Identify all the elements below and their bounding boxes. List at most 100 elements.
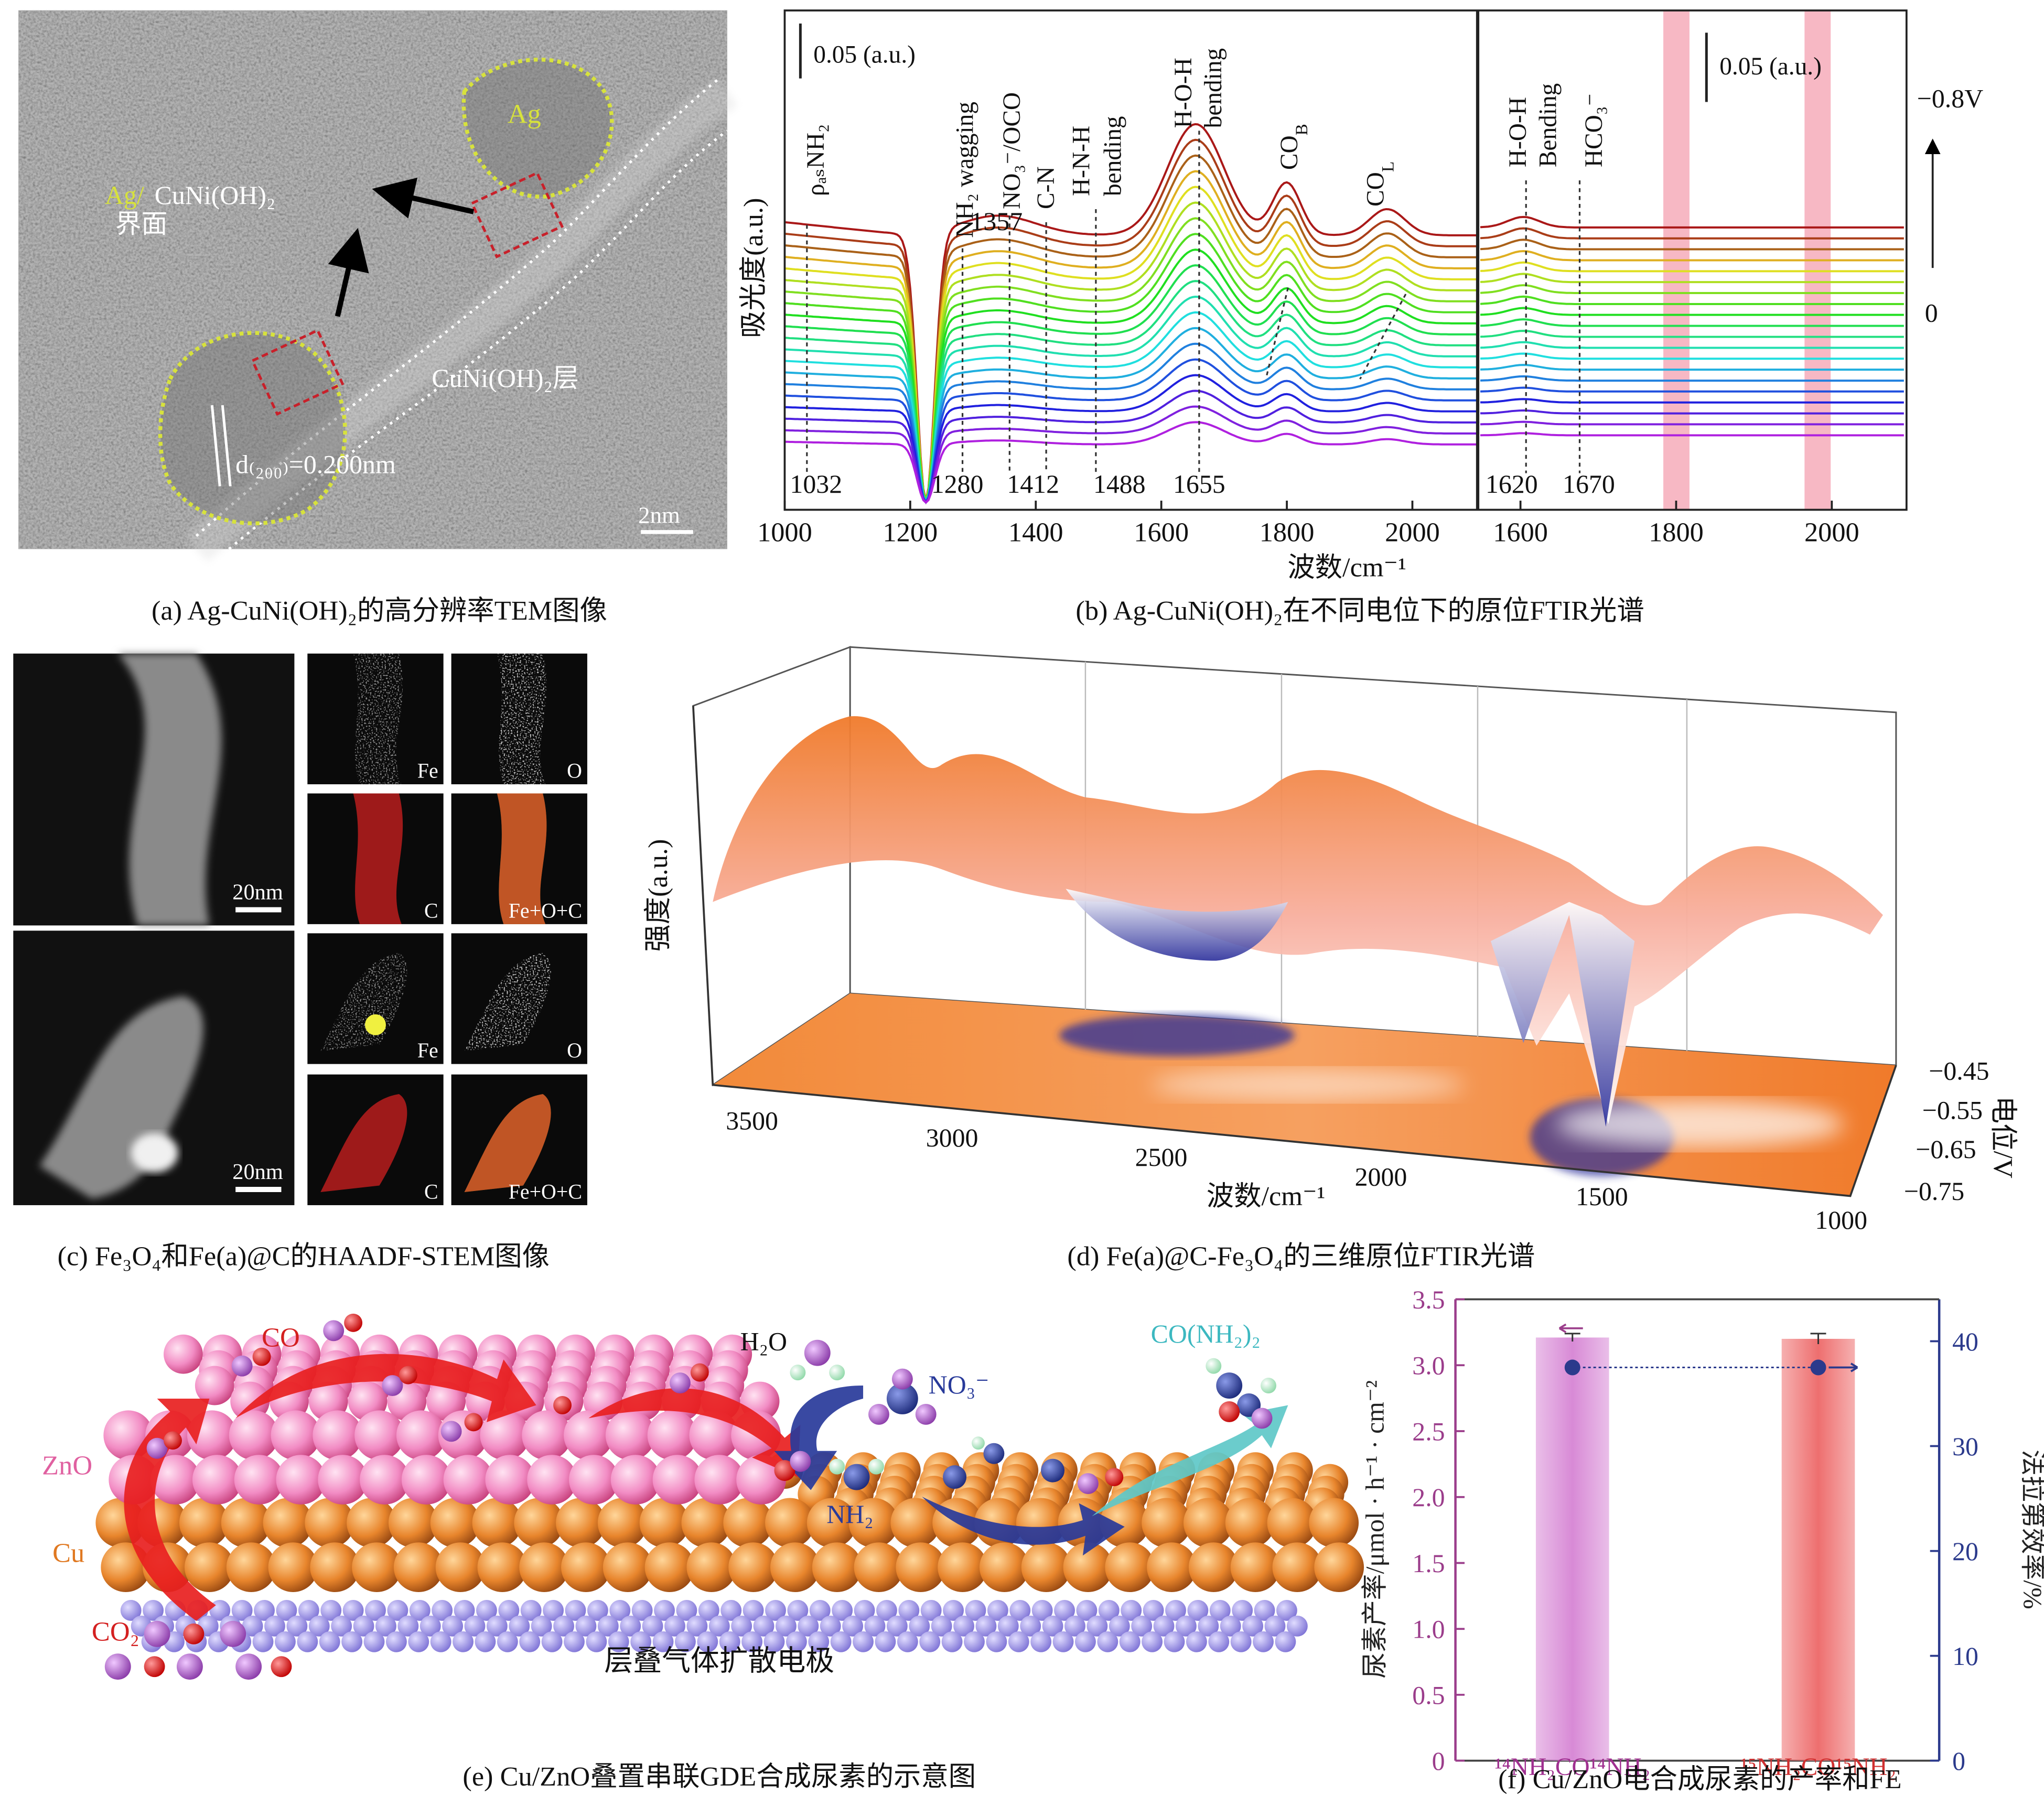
substrate-atom [787, 1599, 809, 1621]
z-axis-title: 电位/V [1988, 1096, 2018, 1178]
cu-atom [1183, 1498, 1233, 1548]
substrate-atom [698, 1599, 719, 1621]
caption: (c) Fe₃O₄和Fe(a)@C的HAADF-STEM图像 [58, 1241, 550, 1272]
cu-atom [723, 1498, 773, 1548]
cu-atom [644, 1542, 695, 1593]
molecule-atom [891, 1368, 913, 1390]
cu-atom [765, 1498, 815, 1548]
cu-atom [1147, 1542, 1197, 1593]
substrate-atom [997, 1615, 1019, 1637]
substrate-atom [753, 1615, 774, 1637]
spectrum-curve [784, 123, 1478, 501]
spectrum-curve [784, 280, 1478, 505]
cu-atom [806, 1498, 857, 1548]
zno-atom [164, 1334, 203, 1374]
substrate-atom [565, 1599, 586, 1621]
molecule-atom [399, 1366, 417, 1384]
cu-atom [393, 1542, 444, 1593]
molecule-atom [843, 1464, 870, 1490]
caption: (e) Cu/ZnO叠置串联GDE合成尿素的示意图 [462, 1761, 976, 1792]
cu-atom [686, 1542, 737, 1593]
substrate-atom [943, 1599, 964, 1621]
cu-atom [310, 1542, 360, 1593]
spectrum-curve [1480, 295, 1904, 305]
spectrum-curve [1480, 284, 1904, 295]
zno-atom [480, 1410, 530, 1460]
substrate-atom [419, 1615, 441, 1637]
spectrum-curve [784, 374, 1478, 504]
cu-atom [1063, 1542, 1113, 1593]
molecule-atom [829, 1365, 845, 1381]
band-annotation: COL [1362, 161, 1397, 207]
spectrum-curve [1480, 398, 1904, 404]
cu-atom [388, 1498, 438, 1548]
band-position: 1357 [971, 207, 1023, 236]
y2-tick-label: 20 [1952, 1537, 1978, 1566]
substrate-atom [242, 1615, 263, 1637]
substrate-atom [941, 1631, 963, 1652]
substrate-atom [886, 1615, 908, 1637]
interface-box [470, 171, 564, 258]
x-tick-label: 1800 [1260, 517, 1315, 547]
zno-atom [230, 1381, 270, 1421]
band-annotation: COB [1276, 124, 1311, 170]
label: CO₂ [92, 1616, 139, 1647]
spectrum-curve [784, 186, 1478, 505]
substrate-atom [408, 1631, 429, 1652]
label: 层叠气体扩散电极 [604, 1645, 834, 1677]
substrate-atom [1186, 1631, 1207, 1652]
substrate-atom [1286, 1615, 1308, 1637]
substrate-atom [741, 1631, 763, 1652]
label: C [424, 1180, 438, 1203]
cu-atom [1105, 1542, 1155, 1593]
cu-atom [639, 1498, 690, 1548]
substrate-atom [1074, 1631, 1096, 1652]
molecule-atom [1261, 1378, 1276, 1394]
label-part: CO [1276, 135, 1303, 170]
label: d₍₂₀₀₎=0.200nm [235, 450, 396, 479]
substrate-atom [898, 1599, 920, 1621]
arrow [372, 177, 475, 219]
molecule-atom [553, 1396, 572, 1414]
substrate-atom [1131, 1615, 1153, 1637]
substrate-atom [143, 1599, 164, 1621]
cu-atom [890, 1498, 941, 1548]
substrate-atom [820, 1615, 841, 1637]
cu-atom [1188, 1542, 1239, 1593]
substrate-atom [319, 1631, 340, 1652]
band-annotation: H-O-H [1504, 97, 1532, 167]
error-bar [1810, 1333, 1826, 1344]
spectrum-curve [784, 170, 1478, 501]
x-tick-label: 1400 [1008, 517, 1063, 547]
panel-b: 1000 1200 1400 1600 1800 2000 1600 1800 2000 波数/c… [738, 9, 1983, 626]
zno-atom [605, 1410, 655, 1460]
substrate-atom [120, 1599, 142, 1621]
band-annotation: bending [1099, 116, 1126, 196]
molecule-atom [464, 1413, 483, 1432]
y2-axis-title: 法拉第效率/% [2018, 1449, 2044, 1609]
y2-tick-label: 30 [1952, 1432, 1978, 1461]
x-axis-title: 波数/cm⁻¹ [1207, 1181, 1326, 1211]
substrate-atom [387, 1599, 408, 1621]
label: C [424, 899, 438, 922]
spectrum-curve [1480, 341, 1904, 349]
cu-atom [184, 1542, 234, 1593]
substrate-atom [320, 1599, 342, 1621]
element-signal [320, 1094, 407, 1193]
spectrum-curve [784, 248, 1478, 505]
element-signal [353, 653, 403, 785]
panel-a: Ag Ag/CuNi(OH)₂界面 CuNi(OH)₂层 d₍₂₀₀₎=0.200nm… [18, 10, 737, 626]
substrate-atom [375, 1615, 396, 1637]
label: 界面 [115, 210, 168, 239]
substrate-atom [1164, 1631, 1185, 1652]
cu-atom [1314, 1542, 1364, 1593]
label: CO(NH₂)₂ [1151, 1319, 1261, 1348]
zno-atom [647, 1410, 697, 1460]
spectrum-curve [784, 217, 1478, 505]
substrate-atom [587, 1599, 608, 1621]
x-tick-label: 3000 [926, 1123, 978, 1152]
fe-point [1564, 1359, 1580, 1376]
panel-f: 0 0.5 1.0 1.5 2.0 2.5 3.0 3.5 0 10 20 30 40 ¹⁴NH₂CO¹⁴… [1360, 1285, 2044, 1794]
zno-atom [276, 1455, 326, 1505]
